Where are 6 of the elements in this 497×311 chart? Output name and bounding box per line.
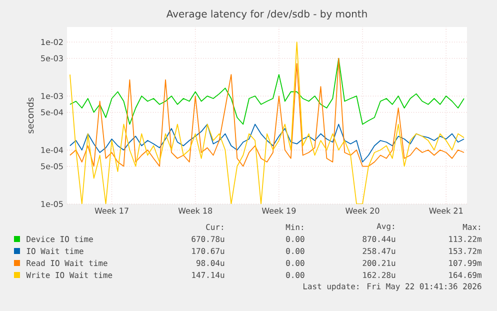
- line-series: [70, 58, 464, 167]
- line-series: [70, 124, 464, 162]
- line-series: [70, 58, 464, 125]
- line-series: [70, 42, 464, 204]
- y-axis-title: seconds: [26, 98, 34, 134]
- chart-title: Average latency for /dev/sdb - by month: [166, 10, 367, 20]
